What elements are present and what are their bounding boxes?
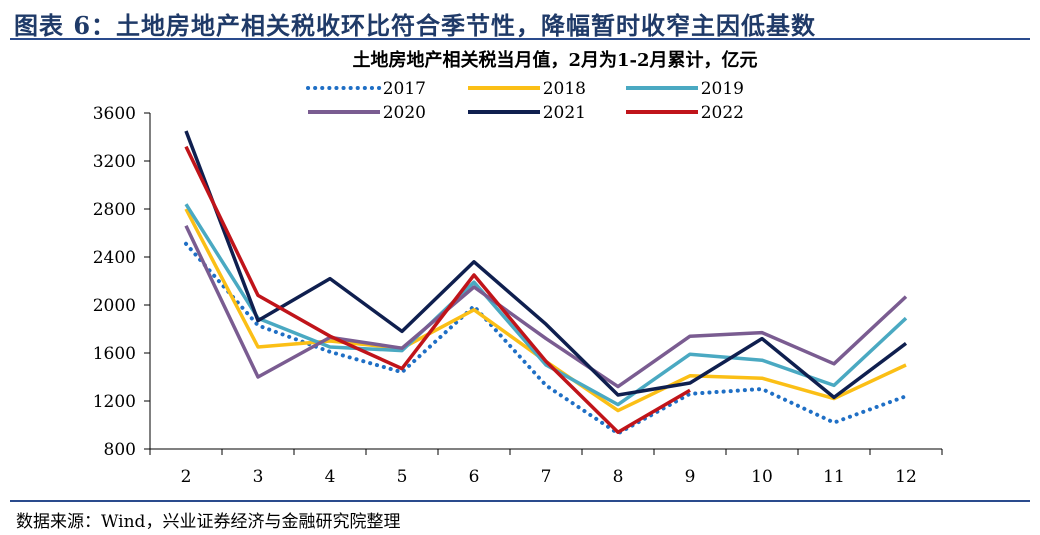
chart-legend: 2017 2018 2019 2020 2021 2022 xyxy=(306,79,744,123)
y-tick-label: 2000 xyxy=(93,296,136,316)
x-axis: 2 3 4 5 6 7 8 9 10 11 12 xyxy=(149,448,943,487)
x-tick-label: 2 xyxy=(181,467,192,487)
x-tick-label: 10 xyxy=(751,467,773,487)
y-tick-label: 3200 xyxy=(93,152,136,172)
y-tick-label: 2400 xyxy=(93,248,136,268)
x-tick-label: 5 xyxy=(397,467,408,487)
legend-label-2018: 2018 xyxy=(543,79,586,99)
data-source: 数据来源：Wind，兴业证券经济与金融研究院整理 xyxy=(16,512,401,532)
plot-area xyxy=(184,130,908,436)
x-tick-label: 3 xyxy=(253,467,264,487)
figure-title: 图表 6：土地房地产相关税收环比符合季节性，降幅暂时收窄主因低基数 xyxy=(14,11,817,40)
legend-label-2021: 2021 xyxy=(543,103,586,123)
x-tick-label: 6 xyxy=(469,467,480,487)
y-tick-label: 1200 xyxy=(93,392,136,412)
legend-label-2019: 2019 xyxy=(701,79,744,99)
report-header: 图表 6：土地房地产相关税收环比符合季节性，降幅暂时收窄主因低基数 xyxy=(10,4,1030,40)
legend-label-2017: 2017 xyxy=(383,79,426,99)
x-tick-label: 8 xyxy=(613,467,624,487)
x-tick-label: 12 xyxy=(895,467,917,487)
series-line-2021 xyxy=(184,130,908,400)
x-tick-label: 4 xyxy=(325,467,336,487)
x-tick-label: 7 xyxy=(541,467,552,487)
legend-label-2020: 2020 xyxy=(383,103,426,123)
series-line-2017 xyxy=(184,241,908,436)
series-line-2022 xyxy=(184,145,691,434)
series-line-2020 xyxy=(184,225,908,389)
x-tick-label: 9 xyxy=(685,467,696,487)
x-tick-label: 11 xyxy=(823,467,845,487)
line-chart: 土地房地产相关税当月值，2月为1-2月累计，亿元 2017 2018 2019 202… xyxy=(93,49,943,487)
y-tick-label: 1600 xyxy=(93,344,136,364)
chart-title: 土地房地产相关税当月值，2月为1-2月累计，亿元 xyxy=(352,49,757,71)
y-axis-ticks: 800 1200 1600 2000 2400 2800 3200 3600 xyxy=(93,104,151,460)
y-tick-label: 3600 xyxy=(93,104,136,124)
y-tick-label: 800 xyxy=(104,440,136,460)
series-line-2019 xyxy=(184,203,908,407)
report-footer: 数据来源：Wind，兴业证券经济与金融研究院整理 xyxy=(10,500,1030,532)
legend-label-2022: 2022 xyxy=(701,103,744,123)
y-tick-label: 2800 xyxy=(93,200,136,220)
series-line-2018 xyxy=(184,208,907,413)
